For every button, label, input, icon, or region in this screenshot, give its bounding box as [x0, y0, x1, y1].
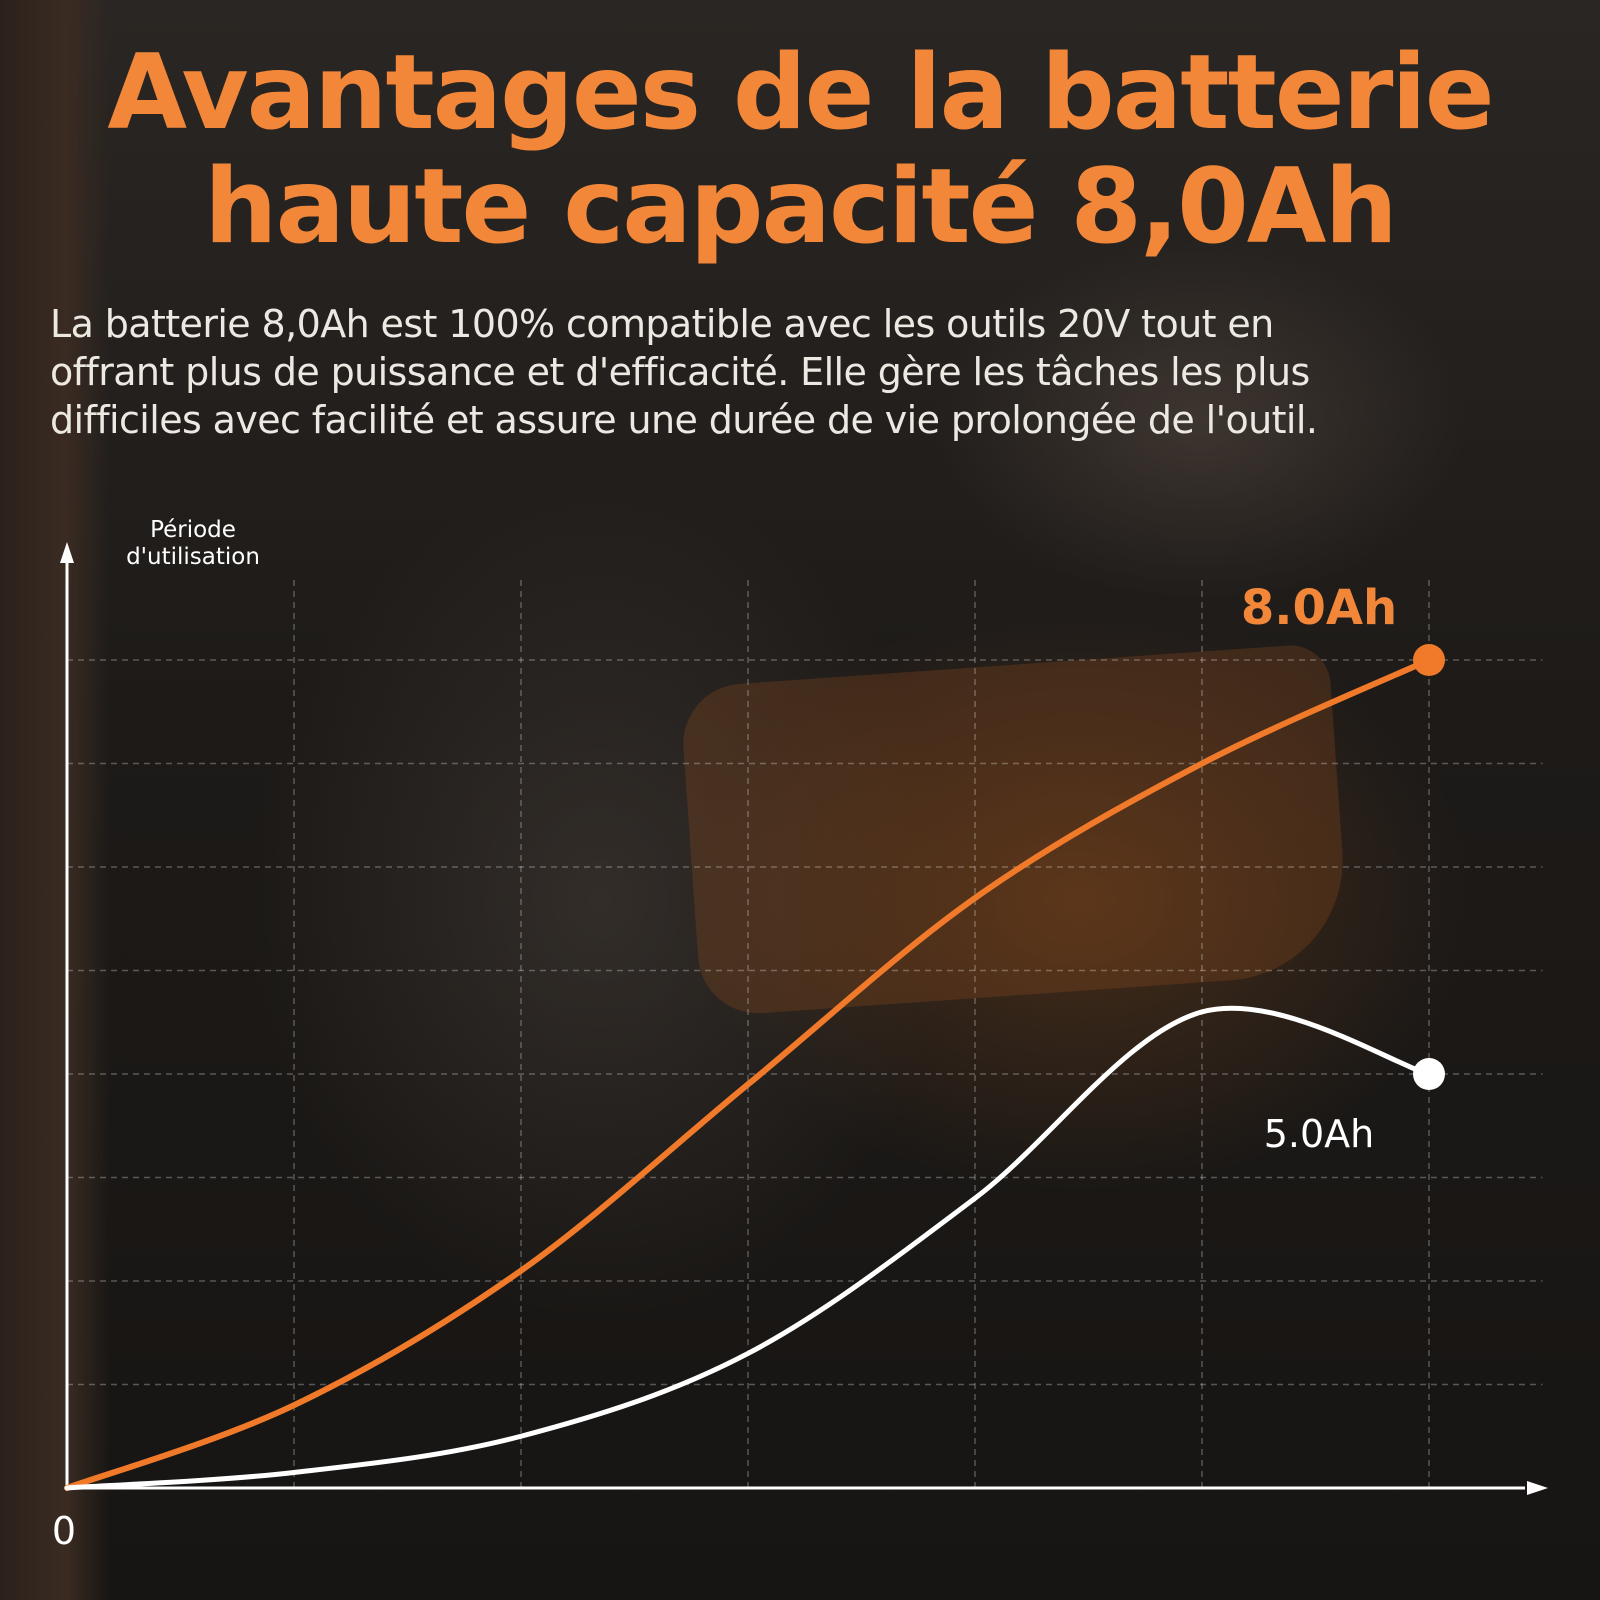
background-door-frame: [0, 0, 110, 1600]
title-line-2: haute capacité 8,0Ah: [204, 147, 1398, 267]
origin-label: 0: [52, 1509, 76, 1553]
series-endpoint-5ah: [1413, 1058, 1445, 1090]
title-line-1: Avantages de la batterie: [107, 33, 1494, 153]
series-line-5ah: [64, 1005, 1432, 1491]
y-axis-label-line-2: d'utilisation: [126, 544, 260, 570]
series-label-8ah: 8.0Ah: [1241, 580, 1397, 636]
page-title: Avantages de la batterie haute capacité …: [0, 36, 1600, 264]
description-line-1: La batterie 8,0Ah est 100% compatible av…: [50, 302, 1274, 346]
y-axis-label-line-1: Période: [150, 517, 236, 543]
series-line-8ah: [64, 657, 1432, 1491]
chart-grid: [67, 577, 1543, 1488]
y-axis-arrow-icon: [60, 542, 74, 563]
description-line-2: offrant plus de puissance et d'efficacit…: [50, 350, 1310, 394]
series-label-5ah: 5.0Ah: [1264, 1112, 1375, 1156]
x-axis-arrow-icon: [1527, 1481, 1548, 1495]
description-line-3: difficiles avec facilité et assure une d…: [50, 398, 1318, 442]
description-text: La batterie 8,0Ah est 100% compatible av…: [50, 300, 1580, 444]
series-endpoint-8ah: [1413, 644, 1445, 676]
